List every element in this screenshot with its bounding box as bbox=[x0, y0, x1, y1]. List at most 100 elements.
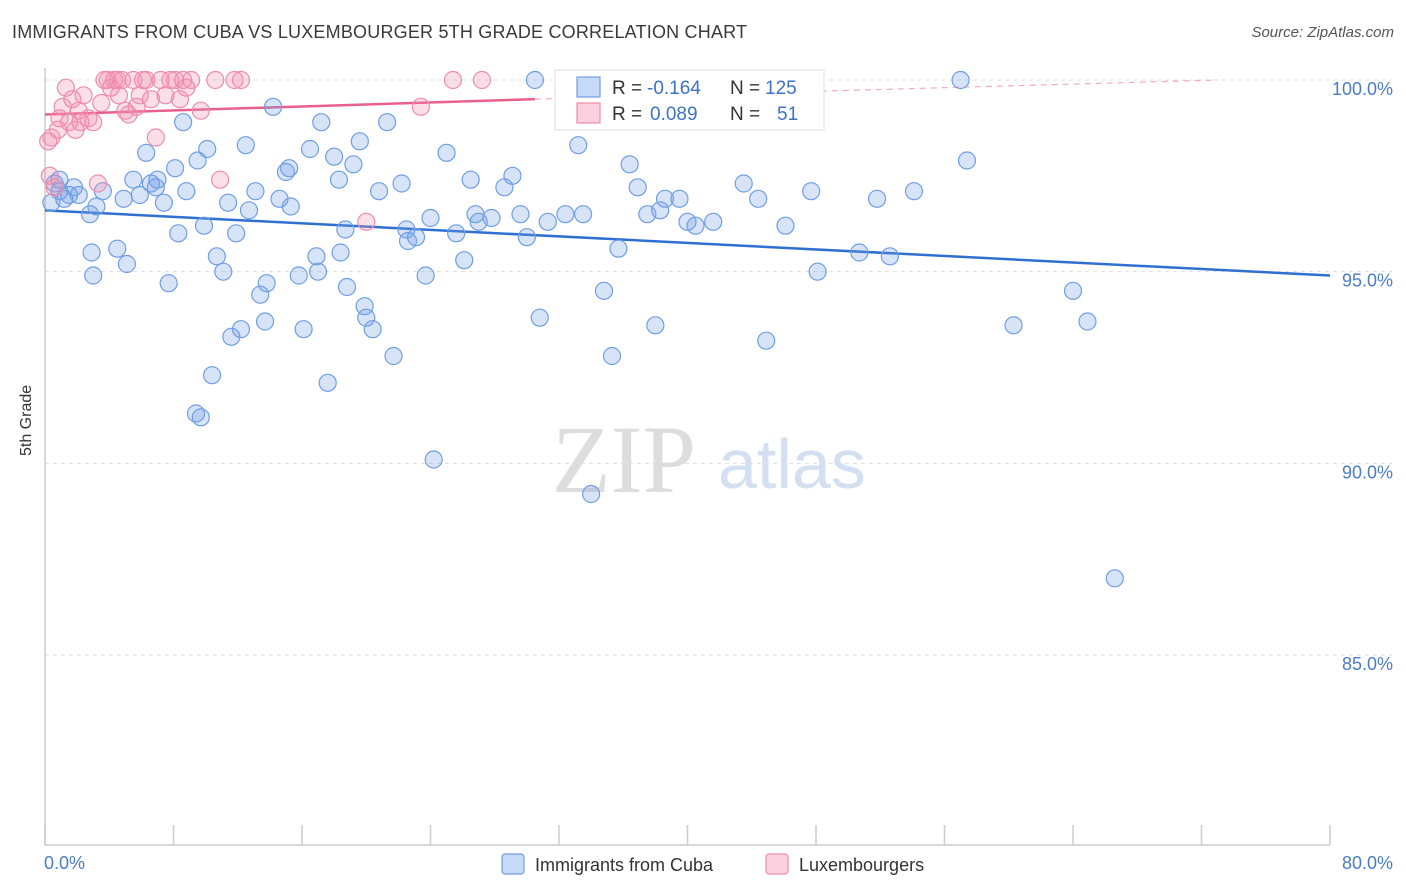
point-cuba bbox=[357, 308, 376, 327]
point-cuba bbox=[776, 216, 795, 235]
point-cuba bbox=[397, 220, 416, 239]
y-tick-label: 95.0% bbox=[1342, 271, 1393, 291]
point-cuba bbox=[82, 243, 101, 262]
point-cuba bbox=[628, 178, 647, 197]
data-points bbox=[39, 70, 1124, 588]
point-cuba bbox=[670, 189, 689, 208]
point-luxembourger bbox=[50, 109, 69, 128]
point-cuba bbox=[202, 366, 222, 385]
y-tick-label: 100.0% bbox=[1332, 79, 1393, 99]
point-cuba bbox=[461, 170, 480, 189]
point-cuba bbox=[231, 320, 251, 339]
point-cuba bbox=[222, 327, 241, 346]
y-tick-label: 85.0% bbox=[1342, 654, 1393, 674]
point-cuba bbox=[263, 97, 283, 116]
point-cuba bbox=[207, 247, 226, 266]
point-cuba bbox=[573, 205, 593, 224]
stats-r-label-lux: R = bbox=[612, 104, 642, 125]
point-luxembourger bbox=[108, 70, 127, 90]
point-cuba bbox=[355, 297, 374, 316]
stats-box: R = -0.164 N = 125 R = 0.089 N = 51 bbox=[554, 69, 825, 131]
point-cuba bbox=[378, 113, 397, 132]
point-cuba bbox=[318, 373, 337, 392]
point-cuba bbox=[1078, 312, 1097, 331]
point-luxembourger bbox=[71, 113, 90, 132]
point-cuba bbox=[59, 185, 79, 205]
point-cuba bbox=[392, 174, 411, 193]
point-luxembourger bbox=[137, 70, 156, 90]
point-luxembourger bbox=[141, 90, 161, 109]
stats-r-value-lux: 0.089 bbox=[650, 104, 698, 125]
point-cuba bbox=[169, 224, 188, 243]
point-cuba bbox=[174, 113, 193, 132]
point-luxembourger bbox=[210, 170, 230, 189]
point-cuba bbox=[148, 170, 167, 189]
point-cuba bbox=[363, 320, 382, 339]
point-luxembourger bbox=[231, 70, 251, 90]
legend-swatch-lux bbox=[765, 853, 789, 875]
point-cuba bbox=[198, 139, 217, 159]
point-cuba bbox=[655, 189, 675, 208]
point-cuba bbox=[294, 320, 313, 339]
point-luxembourger bbox=[124, 70, 143, 90]
point-cuba bbox=[1105, 569, 1124, 588]
point-cuba bbox=[569, 136, 588, 155]
point-cuba bbox=[124, 170, 143, 189]
point-cuba bbox=[308, 262, 328, 281]
point-cuba bbox=[289, 266, 308, 285]
stats-r-label-cuba: R = bbox=[612, 78, 642, 99]
point-cuba bbox=[337, 277, 357, 297]
point-cuba bbox=[704, 212, 723, 231]
stats-swatch-lux bbox=[576, 102, 601, 124]
point-cuba bbox=[1004, 316, 1023, 335]
point-luxembourger bbox=[92, 93, 111, 113]
point-cuba bbox=[166, 159, 185, 178]
point-luxembourger bbox=[40, 166, 59, 185]
point-cuba bbox=[525, 70, 545, 90]
point-cuba bbox=[517, 228, 536, 247]
point-luxembourger bbox=[411, 97, 430, 116]
legend-label-lux: Luxembourgers bbox=[799, 855, 924, 875]
stats-n-label-cuba: N = bbox=[730, 78, 760, 99]
stats-n-value-lux: 51 bbox=[777, 104, 798, 125]
point-cuba bbox=[300, 139, 320, 159]
point-luxembourger bbox=[225, 70, 244, 90]
point-cuba bbox=[246, 182, 265, 201]
stats-n-value-cuba: 125 bbox=[765, 78, 797, 99]
point-cuba bbox=[69, 185, 88, 205]
point-cuba bbox=[325, 147, 344, 166]
trend-line-luxembourger bbox=[44, 97, 535, 116]
y-tick-labels: 85.0% 90.0% 95.0% 100.0% bbox=[1332, 79, 1393, 674]
point-cuba bbox=[424, 450, 443, 469]
point-luxembourger bbox=[84, 113, 103, 132]
point-luxembourger bbox=[357, 212, 376, 231]
point-cuba bbox=[257, 274, 276, 293]
legend: Immigrants from Cuba Luxembourgers bbox=[501, 853, 924, 875]
point-cuba bbox=[455, 251, 474, 270]
x-tick-label-min: 0.0% bbox=[44, 853, 85, 873]
point-cuba bbox=[602, 346, 622, 366]
point-cuba bbox=[609, 239, 628, 258]
point-cuba bbox=[350, 132, 369, 151]
point-cuba bbox=[556, 205, 575, 224]
point-cuba bbox=[530, 308, 549, 327]
x-tick-labels: 0.0% 80.0% bbox=[44, 853, 1393, 873]
point-cuba bbox=[307, 247, 326, 266]
point-cuba bbox=[329, 170, 349, 189]
grid bbox=[45, 79, 1392, 656]
point-luxembourger bbox=[127, 97, 146, 116]
point-cuba bbox=[236, 136, 255, 155]
point-luxembourger bbox=[443, 70, 463, 90]
point-luxembourger bbox=[109, 86, 128, 105]
point-cuba bbox=[850, 243, 869, 262]
watermark: ZIP atlas bbox=[552, 406, 866, 513]
point-cuba bbox=[421, 208, 440, 228]
point-cuba bbox=[331, 243, 350, 262]
point-luxembourger bbox=[182, 70, 201, 90]
trend-line-cuba bbox=[44, 209, 1331, 277]
point-cuba bbox=[582, 484, 601, 504]
point-cuba bbox=[880, 247, 899, 266]
point-cuba bbox=[117, 254, 137, 274]
point-cuba bbox=[749, 189, 768, 208]
point-luxembourger bbox=[472, 70, 491, 90]
